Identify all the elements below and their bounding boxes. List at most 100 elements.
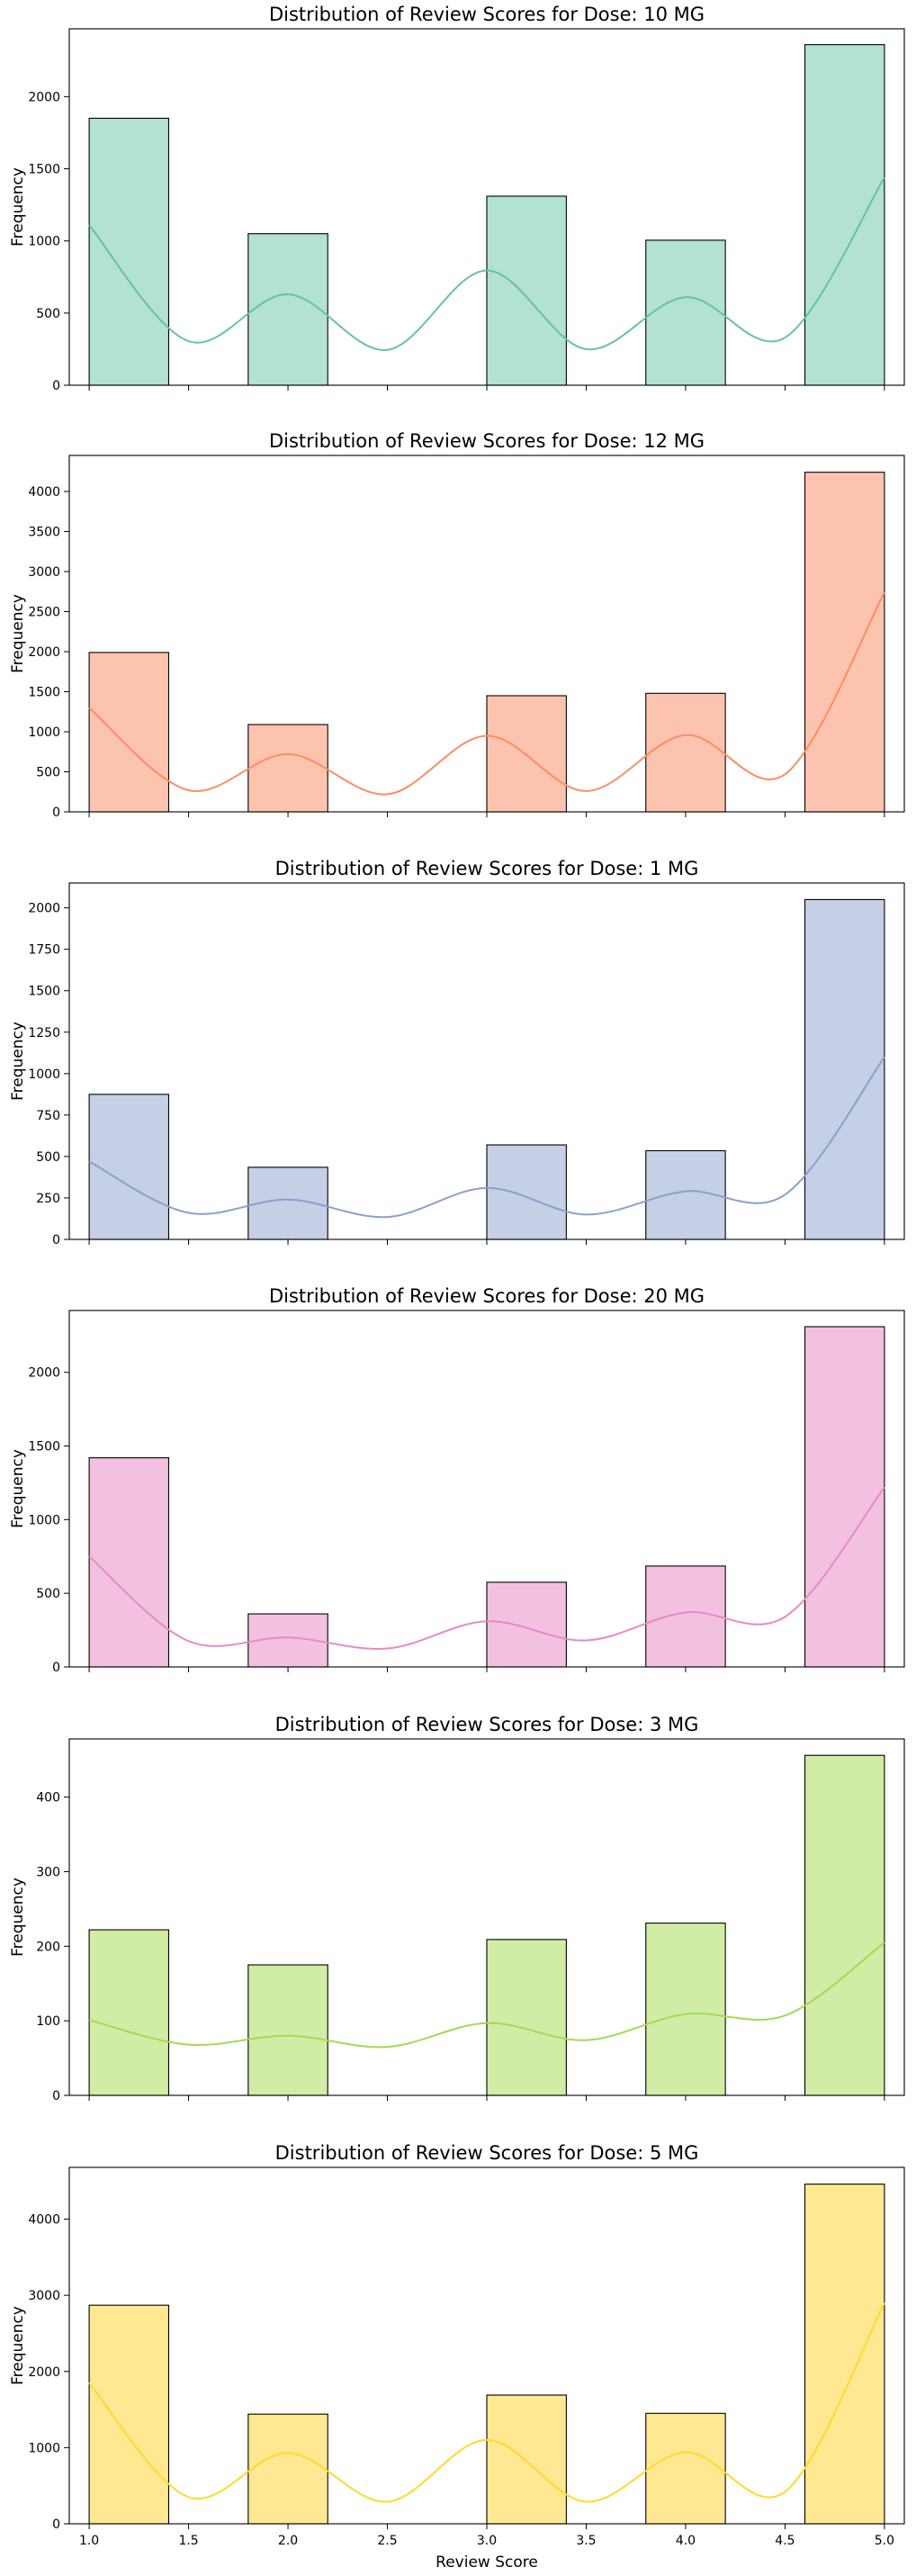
x-tick-label: 5.0	[875, 2534, 894, 2548]
histogram-bar	[88, 1929, 170, 2096]
y-tick-label: 500	[36, 1587, 60, 1601]
kde-curve	[88, 591, 885, 796]
y-tick-label: 0	[52, 2517, 60, 2532]
y-tick-label: 2000	[28, 90, 60, 104]
y-tick-label: 250	[36, 1192, 60, 1206]
x-tick-label: 4.5	[775, 2534, 795, 2548]
x-tick-label: 4.0	[676, 2534, 696, 2548]
y-tick-label: 3500	[28, 526, 60, 540]
histogram-bar	[88, 117, 170, 386]
y-tick-label: 1000	[28, 2441, 60, 2455]
y-tick-label: 400	[36, 1791, 60, 1806]
y-tick-label: 0	[52, 379, 60, 393]
y-tick-label: 3000	[28, 565, 60, 580]
y-tick-label: 0	[52, 806, 60, 820]
x-tick-label: 1.0	[79, 2534, 99, 2548]
histogram-bar	[247, 2413, 328, 2525]
kde-curve	[88, 1941, 885, 2049]
y-tick-label: 750	[36, 1109, 60, 1123]
histogram-bar	[486, 2394, 567, 2525]
subplot-title: Distribution of Review Scores for Dose: …	[275, 858, 699, 879]
kde-curve	[88, 1486, 885, 1650]
x-axis-label: Review Score	[436, 2553, 538, 2571]
histogram-bar	[88, 1457, 170, 1668]
histogram-bar	[645, 239, 726, 386]
y-tick-label: 2000	[28, 2365, 60, 2380]
subplot-title: Distribution of Review Scores for Dose: …	[275, 2142, 699, 2164]
y-axis-label: Frequency	[9, 1022, 27, 1101]
histogram-bar	[486, 1939, 567, 2096]
y-tick-label: 200	[36, 1940, 60, 1954]
subplot-5: Distribution of Review Scores for Dose: …	[9, 1714, 905, 2103]
y-axis-label: Frequency	[9, 2306, 27, 2385]
y-tick-label: 2000	[28, 1366, 60, 1381]
histogram-bar	[804, 1754, 885, 2096]
histogram-bar	[88, 652, 170, 813]
histogram-bar	[804, 1326, 885, 1668]
y-tick-label: 3000	[28, 2289, 60, 2303]
y-tick-label: 500	[36, 1150, 60, 1165]
y-axis-label: Frequency	[9, 1449, 27, 1528]
kde-curve	[88, 176, 885, 351]
y-tick-label: 0	[52, 2089, 60, 2103]
histogram-bar	[486, 1581, 567, 1668]
histogram-bar	[645, 1923, 726, 2096]
y-tick-label: 500	[36, 766, 60, 780]
y-tick-label: 1500	[28, 985, 60, 999]
subplot-title: Distribution of Review Scores for Dose: …	[275, 1714, 699, 1735]
histogram-bar	[645, 692, 726, 813]
y-tick-label: 1000	[28, 725, 60, 740]
y-tick-label: 1500	[28, 1440, 60, 1455]
y-axis-label: Frequency	[9, 1878, 27, 1957]
histogram-bar	[88, 2304, 170, 2525]
y-tick-label: 500	[36, 307, 60, 321]
subplot-2: Distribution of Review Scores for Dose: …	[9, 430, 905, 820]
subplot-title: Distribution of Review Scores for Dose: …	[269, 430, 705, 452]
histogram-bar	[247, 233, 328, 386]
y-tick-label: 1000	[28, 1067, 60, 1082]
histogram-bar	[645, 2412, 726, 2525]
x-tick-label: 1.5	[178, 2534, 198, 2548]
histogram-bar	[804, 2184, 885, 2525]
y-tick-label: 0	[52, 1233, 60, 1247]
histogram-bar	[645, 1565, 726, 1668]
subplot-title: Distribution of Review Scores for Dose: …	[269, 4, 705, 25]
y-axis-label: Frequency	[9, 594, 27, 673]
histogram-bar	[486, 195, 567, 386]
histogram-bar	[486, 1144, 567, 1240]
subplot-3: Distribution of Review Scores for Dose: …	[9, 858, 905, 1247]
histogram-bar	[645, 1149, 726, 1240]
y-tick-label: 2000	[28, 902, 60, 916]
histogram-bar	[486, 695, 567, 813]
subplot-6: Distribution of Review Scores for Dose: …	[9, 2142, 905, 2571]
y-tick-label: 100	[36, 2014, 60, 2029]
subplot-1: Distribution of Review Scores for Dose: …	[9, 4, 905, 393]
x-tick-label: 3.0	[477, 2534, 497, 2548]
y-tick-label: 4000	[28, 485, 60, 500]
x-tick-label: 2.0	[278, 2534, 298, 2548]
y-axis-label: Frequency	[9, 167, 27, 247]
histogram-bar	[247, 724, 328, 813]
kde-curve	[88, 1056, 885, 1219]
histogram-bar	[804, 44, 885, 386]
y-tick-label: 1500	[28, 163, 60, 177]
histogram-bar	[804, 472, 885, 813]
y-tick-label: 0	[52, 1661, 60, 1675]
histogram-bar	[88, 1094, 170, 1240]
y-tick-label: 1500	[28, 686, 60, 700]
y-tick-label: 1000	[28, 1513, 60, 1527]
histogram-bar	[247, 1964, 328, 2096]
kde-curve	[88, 2302, 885, 2503]
y-tick-label: 4000	[28, 2213, 60, 2228]
x-tick-label: 2.5	[377, 2534, 397, 2548]
y-tick-label: 1750	[28, 943, 60, 958]
subplot-title: Distribution of Review Scores for Dose: …	[269, 1285, 705, 1307]
y-tick-label: 1000	[28, 235, 60, 249]
y-tick-label: 300	[36, 1865, 60, 1879]
y-tick-label: 1250	[28, 1026, 60, 1040]
y-tick-label: 2000	[28, 645, 60, 660]
x-tick-label: 3.5	[576, 2534, 596, 2548]
y-tick-label: 2500	[28, 606, 60, 620]
histogram-bar	[804, 898, 885, 1240]
